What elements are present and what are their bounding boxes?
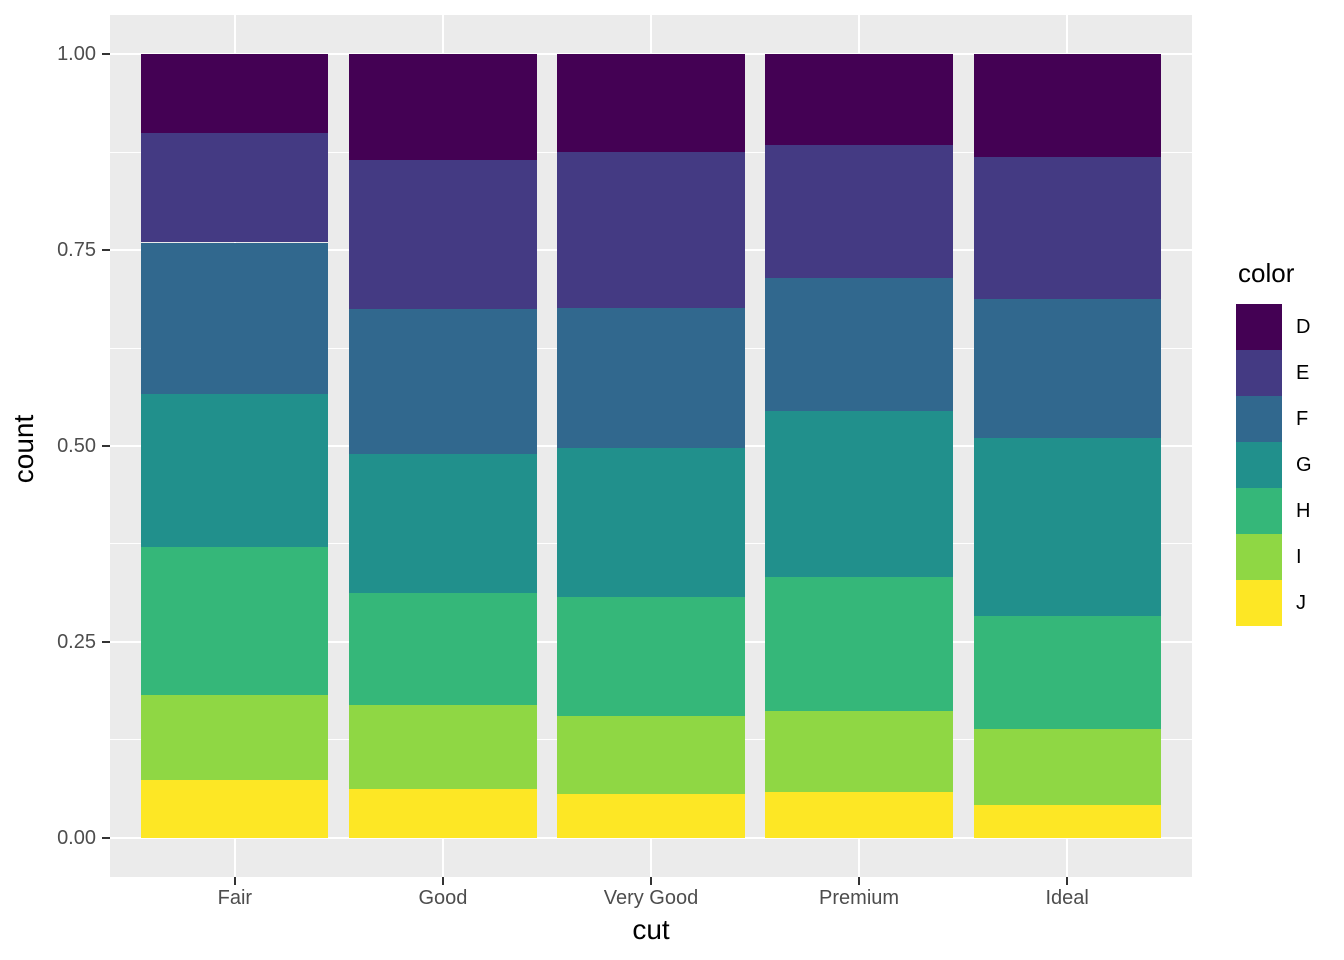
x-axis-title: cut [632,914,670,945]
bar-premium-segment-E [765,145,953,279]
y-tick-label: 0.75 [57,239,96,262]
legend: color D E F G H I J [1236,258,1344,626]
bar-ideal-segment-F [973,299,1161,439]
legend-swatch-G [1236,442,1282,488]
bar-fair-segment-D [141,54,329,134]
x-tick-mark [650,877,652,885]
y-tick-mark [102,445,110,447]
legend-title: color [1238,258,1295,288]
bar-good-segment-G [349,454,537,594]
x-tick-mark [441,877,444,885]
x-tick-label: Ideal [1045,887,1089,909]
legend-label: D [1296,316,1311,338]
bar-ideal-segment-I [973,729,1161,806]
bar-ideal-segment-G [973,438,1161,616]
x-tick-label: Very Good [603,887,699,909]
y-tick-label: 0.25 [57,630,96,653]
y-tick-mark [102,249,110,252]
bar-fair-segment-H [141,547,329,695]
bar-premium-segment-J [765,791,953,838]
legend-swatch-D [1236,304,1282,350]
legend-label: I [1296,546,1302,568]
bar-fair-segment-F [141,242,329,395]
y-axis-title: count [8,414,39,484]
bar-premium-segment-H [765,576,953,711]
legend-item-J: J [1236,580,1344,626]
bar-premium-segment-I [765,710,953,792]
y-tick-mark [102,53,110,56]
bar-good-segment-D [349,54,537,160]
legend-label: G [1296,454,1312,476]
y-tick-mark [102,640,110,643]
bar-very-good-segment-F [557,307,745,449]
legend-item-H: H [1236,488,1344,534]
bar-very-good-segment-E [557,152,745,308]
bar-fair-segment-I [141,694,329,780]
legend-item-F: F [1236,396,1344,442]
legend-swatch-J [1236,580,1282,626]
x-tick-label: Good [418,887,468,909]
legend-items: D E F G H I J [1236,304,1344,626]
bar-good-segment-E [349,159,537,309]
bar-very-good-segment-H [557,597,745,716]
legend-item-I: I [1236,534,1344,580]
y-tick-label: 1.00 [57,43,96,66]
legend-item-E: E [1236,350,1344,396]
y-tick-label: 0.00 [57,826,96,849]
bar-very-good-segment-I [557,715,745,794]
bar-premium-segment-D [765,54,953,146]
x-tick-mark [233,877,236,885]
legend-label: J [1296,592,1306,614]
bar-good-segment-I [349,705,537,789]
bar-fair-segment-G [141,394,329,548]
x-tick-mark [858,877,861,885]
x-tick-label: Fair [217,887,253,909]
legend-swatch-H [1236,488,1282,534]
bar-very-good-segment-J [557,793,745,838]
bar-ideal-segment-J [973,805,1161,838]
legend-item-G: G [1236,442,1344,488]
y-tick-mark [102,836,110,839]
bar-premium-segment-G [765,410,953,577]
bar-very-good-segment-D [557,54,745,153]
bar-very-good-segment-G [557,448,745,598]
bar-good-segment-H [349,593,537,706]
bar-fair-segment-E [141,133,329,243]
bar-ideal-segment-D [973,54,1161,158]
legend-label: F [1296,408,1309,430]
legend-swatch-F [1236,396,1282,442]
legend-label: E [1296,362,1310,384]
legend-label: H [1296,500,1311,522]
bar-fair-segment-J [141,779,329,838]
bar-good-segment-F [349,308,537,455]
bar-ideal-segment-E [973,157,1161,300]
plot-panel [110,15,1192,877]
y-tick-label: 0.50 [57,435,96,457]
x-tick-mark [1066,877,1069,885]
bar-good-segment-J [349,788,537,838]
bar-premium-segment-F [765,278,953,411]
legend-item-D: D [1236,304,1344,350]
legend-swatch-E [1236,350,1282,396]
x-tick-label: Premium [819,887,900,909]
bar-ideal-segment-H [973,615,1161,730]
legend-swatch-I [1236,534,1282,580]
